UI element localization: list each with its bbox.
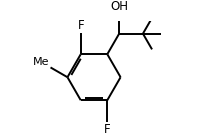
Text: OH: OH: [110, 0, 129, 13]
Text: F: F: [77, 19, 84, 32]
Text: F: F: [104, 123, 111, 136]
Text: Me: Me: [33, 57, 49, 67]
